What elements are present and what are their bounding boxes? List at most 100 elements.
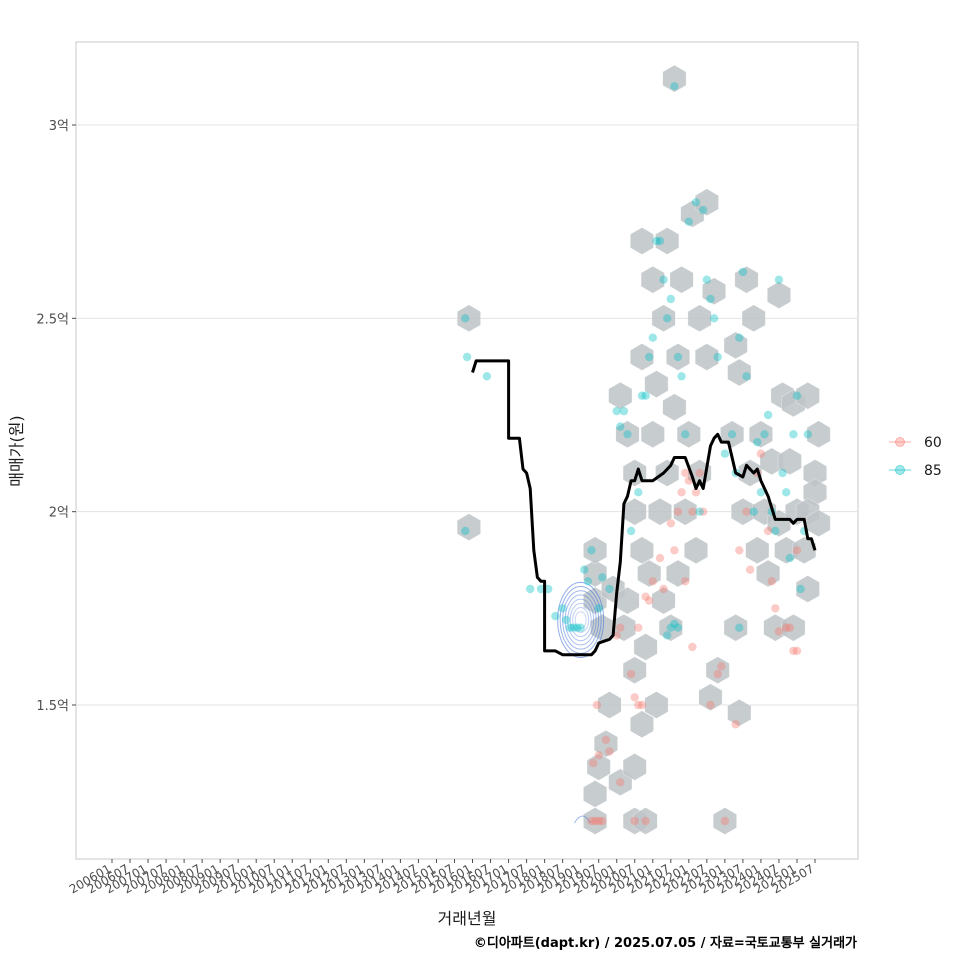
point-85-50 [663,631,672,640]
point-85-62 [763,410,773,420]
point-85-12 [572,623,582,632]
legend-label-85: 85 [924,463,942,479]
hexbin-50 [694,188,719,217]
density-contour-2 [572,607,590,633]
hexbin-64 [741,304,766,333]
hexbin-24 [629,343,654,371]
point-85-43 [706,294,715,304]
point-85-16 [587,546,596,555]
point-85-38 [681,430,690,439]
point-85-52 [727,430,737,439]
point-85-34 [666,294,675,304]
point-60-9 [616,778,625,787]
points-layer [461,82,812,826]
point-85-22 [619,406,629,416]
hexbin-34 [651,586,676,615]
y-tick-label-2: 2.5억 [36,312,69,327]
point-85-28 [645,352,654,362]
x-axis-title: 거래년월 [438,909,497,928]
point-60-14 [634,700,643,710]
hexbin-36 [655,227,680,255]
point-60-28 [681,468,690,478]
point-85-70 [792,391,802,400]
hexbin-2 [583,807,608,835]
plot-panel [75,41,859,860]
point-60-48 [771,604,780,613]
hexbin-51 [694,343,719,371]
point-85-3 [482,372,492,381]
hexbin-32 [644,370,669,398]
hexbin-33 [647,497,673,526]
hexbin-6 [583,536,608,565]
point-85-56 [742,372,751,381]
y-tick-label-1: 2억 [49,506,69,521]
hexbin-43 [669,265,694,294]
point-85-61 [760,430,769,439]
point-85-13 [576,623,585,632]
point-60-11 [616,623,625,632]
point-60-46 [763,526,773,536]
hexbin-39 [662,64,687,93]
point-60-43 [745,565,755,574]
point-60-27 [677,488,686,497]
hexbin-22 [629,710,654,739]
hexbin-30 [640,265,665,294]
point-85-10 [565,623,575,632]
point-60-39 [720,816,730,826]
point-85-9 [562,615,571,625]
point-60-23 [659,584,668,594]
point-60-42 [742,507,751,516]
hexbin-31 [644,691,669,719]
point-60-32 [695,468,704,478]
point-60-50 [782,623,791,632]
point-85-41 [699,205,708,215]
point-85-42 [702,275,711,284]
point-60-35 [688,642,697,652]
point-60-24 [666,519,675,528]
point-85-19 [605,584,614,594]
point-60-18 [634,623,643,632]
point-85-40 [691,198,701,207]
point-60-8 [605,747,614,756]
legend-label-60: 60 [924,435,942,451]
point-60-38 [717,662,726,671]
point-60-21 [648,577,657,586]
hexbin-25 [629,227,654,255]
hexbin-0 [456,304,481,333]
point-85-29 [648,333,657,342]
hexbin-60 [727,358,752,387]
point-85-54 [735,333,744,342]
point-60-13 [630,693,639,702]
hexbin-15 [615,420,640,449]
point-85-68 [785,553,794,563]
density-contour-small [574,815,591,824]
hexbin-66 [748,420,773,449]
hexbin-55 [712,807,737,835]
density-contour-5 [564,594,597,646]
y-axis-title: 매매가(원) [7,415,26,486]
hexbin-48 [687,304,712,333]
point-60-3 [598,816,607,826]
point-85-57 [735,623,744,632]
legend: 60 85 [889,435,942,479]
hexbin-65 [745,536,770,565]
point-85-14 [580,565,589,574]
point-60-26 [673,507,683,516]
point-85-21 [616,422,625,431]
point-85-71 [796,584,805,594]
point-85-27 [641,391,650,400]
point-60-29 [684,476,693,485]
point-85-35 [670,82,679,91]
hexbin-59 [727,698,752,727]
point-85-0 [461,314,470,323]
point-60-22 [655,553,665,563]
point-85-45 [713,352,722,362]
hexbin-5 [583,559,608,588]
point-85-67 [782,488,791,497]
hexbin-53 [702,277,727,306]
hexbin-80 [795,575,820,603]
point-85-23 [623,430,632,439]
point-85-7 [551,611,560,621]
point-85-39 [684,217,693,226]
